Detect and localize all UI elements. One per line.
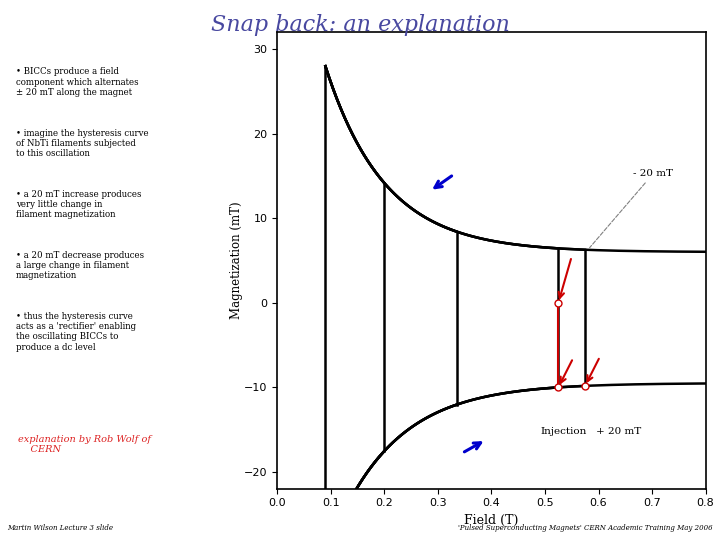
Text: + 20 mT: + 20 mT xyxy=(596,427,641,436)
Text: Injection: Injection xyxy=(541,427,587,436)
Text: • imagine the hysteresis curve
of NbTi filaments subjected
to this oscillation: • imagine the hysteresis curve of NbTi f… xyxy=(16,129,148,158)
Y-axis label: Magnetization (mT): Magnetization (mT) xyxy=(230,202,243,319)
Text: - 20 mT: - 20 mT xyxy=(590,169,673,248)
X-axis label: Field (T): Field (T) xyxy=(464,514,518,527)
Text: Martin Wilson Lecture 3 slide: Martin Wilson Lecture 3 slide xyxy=(7,524,113,532)
Text: • a 20 mT decrease produces
a large change in filament
magnetization: • a 20 mT decrease produces a large chan… xyxy=(16,251,144,280)
Text: 'Pulsed Superconducting Magnets' CERN Academic Training May 2006: 'Pulsed Superconducting Magnets' CERN Ac… xyxy=(458,524,713,532)
Text: Snap back: an explanation: Snap back: an explanation xyxy=(210,14,510,36)
Text: • BICCs produce a field
component which alternates
± 20 mT along the magnet: • BICCs produce a field component which … xyxy=(16,68,138,97)
Text: • thus the hysteresis curve
acts as a 'rectifier' enabling
the oscillating BICCs: • thus the hysteresis curve acts as a 'r… xyxy=(16,312,136,352)
Text: explanation by Rob Wolf of
    CERN: explanation by Rob Wolf of CERN xyxy=(18,435,151,454)
Text: • a 20 mT increase produces
very little change in
filament magnetization: • a 20 mT increase produces very little … xyxy=(16,190,141,219)
